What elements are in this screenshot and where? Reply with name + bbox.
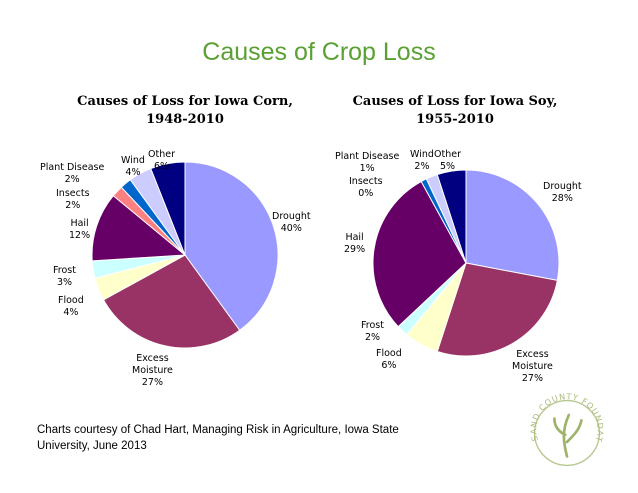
corn-label-excess-moisture: Excess Moisture 27% xyxy=(132,353,173,388)
corn-label-flood: Flood 4% xyxy=(58,295,84,318)
corn-label-drought: Drought 40% xyxy=(272,211,311,234)
soy-slice-other xyxy=(436,169,467,264)
soy-label-flood: Flood 6% xyxy=(376,348,402,371)
soy-slice-hail xyxy=(372,180,467,328)
soy-label-other: Other 5% xyxy=(434,149,461,172)
soy-chart-title: Causes of Loss for Iowa Soy, 1955-2010 xyxy=(330,93,580,129)
corn-label-hail: Hail 12% xyxy=(69,218,91,241)
corn-slice-excess-moisture xyxy=(102,254,241,349)
soy-label-insects: Insects 0% xyxy=(349,176,383,199)
soy-label-excess-moisture: Excess Moisture 27% xyxy=(512,349,553,384)
soy-slice-drought xyxy=(465,169,560,282)
corn-chart-title: Causes of Loss for Iowa Corn, 1948-2010 xyxy=(40,93,330,129)
corn-chart-title-line1: Causes of Loss for Iowa Corn, xyxy=(77,94,293,109)
corn-label-wind: Wind 4% xyxy=(121,155,145,178)
sand-county-foundation-logo: SAND COUNTY FOUNDATION xyxy=(522,388,605,467)
soy-chart-title-line2: 1955-2010 xyxy=(416,112,494,127)
corn-slice-other xyxy=(150,161,186,256)
credit-line-1: Charts courtesy of Chad Hart, Managing R… xyxy=(37,424,399,436)
soy-label-plant-disease: Plant Disease 1% xyxy=(335,151,400,174)
soy-label-drought: Drought 28% xyxy=(543,181,582,204)
credit-line-2: University, June 2013 xyxy=(37,440,147,452)
corn-label-frost: Frost 3% xyxy=(53,265,76,288)
corn-label-other: Other 6% xyxy=(148,149,175,172)
corn-label-insects: Insects 2% xyxy=(56,188,90,211)
soy-chart-title-line1: Causes of Loss for Iowa Soy, xyxy=(352,94,558,109)
corn-label-plant-disease: Plant Disease 2% xyxy=(40,162,105,185)
soy-label-hail: Hail 29% xyxy=(344,232,366,255)
page-title: Causes of Crop Loss xyxy=(202,38,436,66)
corn-slice-hail xyxy=(91,195,187,262)
credit-text: Charts courtesy of Chad Hart, Managing R… xyxy=(37,422,417,454)
soy-slice-excess-moisture xyxy=(436,262,558,357)
corn-chart-title-line2: 1948-2010 xyxy=(146,112,224,127)
soy-label-wind: Wind 2% xyxy=(410,149,434,172)
soy-label-frost: Frost 2% xyxy=(361,320,384,343)
corn-slice-drought xyxy=(184,161,279,331)
